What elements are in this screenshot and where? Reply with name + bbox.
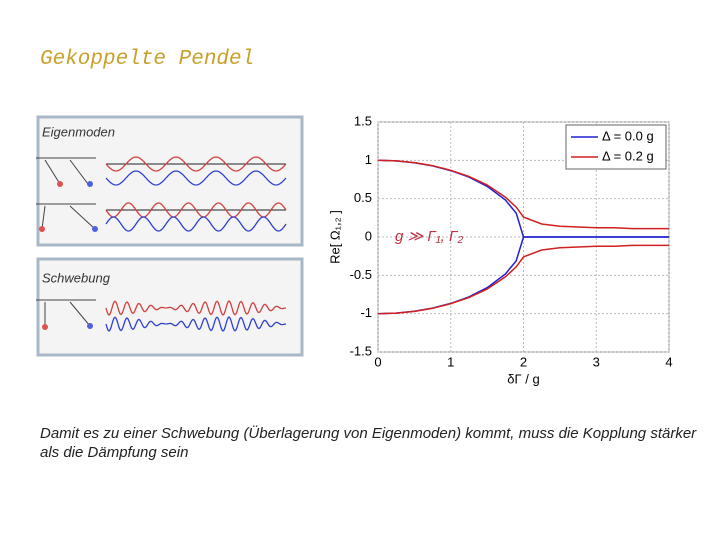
- bob: [87, 181, 93, 187]
- slide-title: Gekoppelte Pendel: [40, 48, 255, 71]
- series-line: [377, 244, 669, 315]
- series-line: [377, 159, 669, 230]
- x-tick-label: 4: [665, 354, 672, 369]
- wave: [105, 202, 287, 218]
- panel-label: Eigenmoden: [42, 124, 115, 139]
- pendulum-illustrations: [36, 156, 287, 332]
- caption: Damit es zu einer Schwebung (Überlagerun…: [40, 425, 697, 461]
- wave: [105, 300, 287, 316]
- wave: [105, 216, 287, 232]
- bob: [92, 226, 98, 232]
- x-tick-label: 2: [520, 354, 527, 369]
- wave: [105, 156, 287, 172]
- y-tick-label: 1.5: [354, 113, 372, 128]
- y-tick-label: 1: [365, 152, 372, 167]
- y-tick-label: -0.5: [350, 267, 372, 282]
- wave: [105, 170, 287, 186]
- bob: [57, 181, 63, 187]
- y-tick-label: -1: [360, 305, 372, 320]
- x-axis-label: δΓ / g: [507, 371, 539, 386]
- legend-label: Δ = 0.0 g: [602, 128, 654, 143]
- string: [69, 205, 96, 230]
- string: [41, 205, 46, 230]
- panel-label: Schwebung: [42, 270, 111, 285]
- x-tick-label: 0: [374, 354, 381, 369]
- y-tick-label: -1.5: [350, 343, 372, 358]
- y-tick-label: 0.5: [354, 190, 372, 205]
- x-tick-label: 1: [447, 354, 454, 369]
- legend-box: [565, 124, 667, 170]
- string: [69, 159, 89, 185]
- panel-frame: [36, 257, 304, 357]
- string: [69, 301, 91, 327]
- annotation: g ≫ Γ₁, Γ₂: [395, 228, 464, 245]
- x-tick-label: 3: [593, 354, 600, 369]
- y-axis-label: Re[ Ω₁,₂ ]: [327, 210, 342, 264]
- legend-label: Δ = 0.2 g: [602, 148, 654, 163]
- wave: [105, 316, 287, 332]
- string: [44, 159, 61, 185]
- y-tick-label: 0: [365, 228, 372, 243]
- bob: [87, 323, 93, 329]
- bob: [42, 324, 48, 330]
- bob: [39, 226, 45, 232]
- panel-frame: [36, 115, 304, 247]
